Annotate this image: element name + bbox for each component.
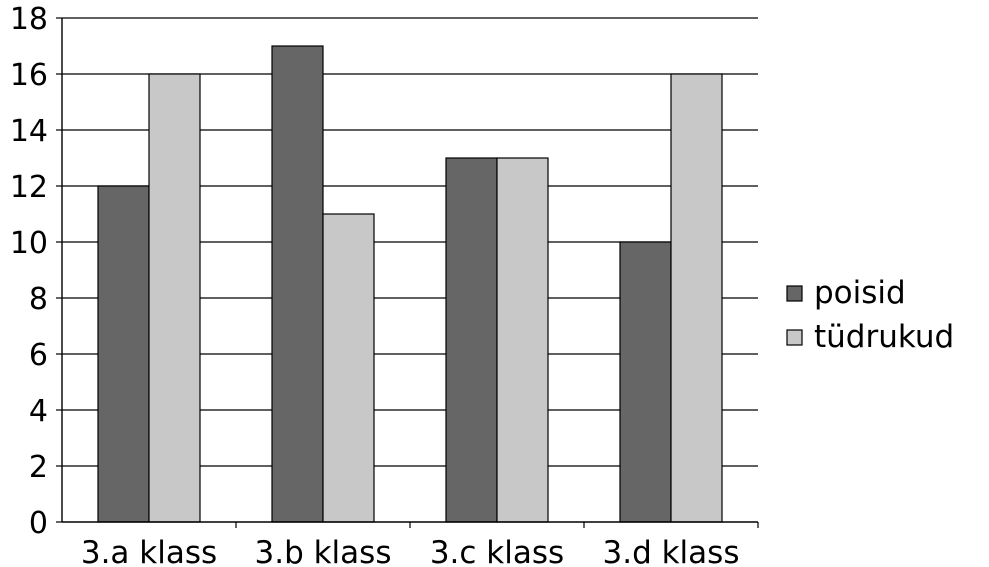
y-tick-label: 8: [29, 282, 48, 317]
y-tick-label: 2: [29, 450, 48, 485]
legend-label: poisid: [814, 275, 906, 311]
x-tick-label: 3.c klass: [430, 535, 564, 567]
x-tick-label: 3.d klass: [603, 535, 740, 567]
bar-tüdrukud-0: [148, 73, 201, 523]
x-tick-label: 3.b klass: [255, 535, 392, 567]
y-tick-label: 10: [10, 226, 48, 261]
y-tick-label: 16: [10, 58, 48, 93]
legend: poisid tüdrukud: [786, 275, 954, 355]
bar-poisid-3: [619, 241, 672, 523]
y-tick-label: 6: [29, 338, 48, 373]
x-tick-label: 3.a klass: [81, 535, 217, 567]
x-tick-labels: 3.a klass 3.b klass 3.c klass 3.d klass: [81, 535, 740, 567]
y-tick-label: 18: [10, 2, 48, 37]
bar-tüdrukud-3: [670, 73, 723, 523]
legend-label: tüdrukud: [814, 319, 954, 355]
axes: [56, 17, 759, 528]
legend-swatch-poisid: [786, 285, 803, 302]
bar-tüdrukud-2: [496, 157, 549, 523]
bar-poisid-1: [271, 45, 324, 523]
y-tick-label: 14: [10, 114, 48, 149]
bar-poisid-0: [97, 185, 150, 523]
legend-swatch-tüdrukud: [786, 329, 803, 346]
bars: [97, 45, 723, 523]
y-tick-label: 4: [29, 394, 48, 429]
y-tick-label: 12: [10, 170, 48, 205]
y-tick-labels: 0 2 4 6 8 10 12 14 16 18: [10, 2, 48, 541]
bar-tüdrukud-1: [322, 213, 375, 523]
y-tick-label: 0: [29, 506, 48, 541]
bar-poisid-2: [445, 157, 498, 523]
